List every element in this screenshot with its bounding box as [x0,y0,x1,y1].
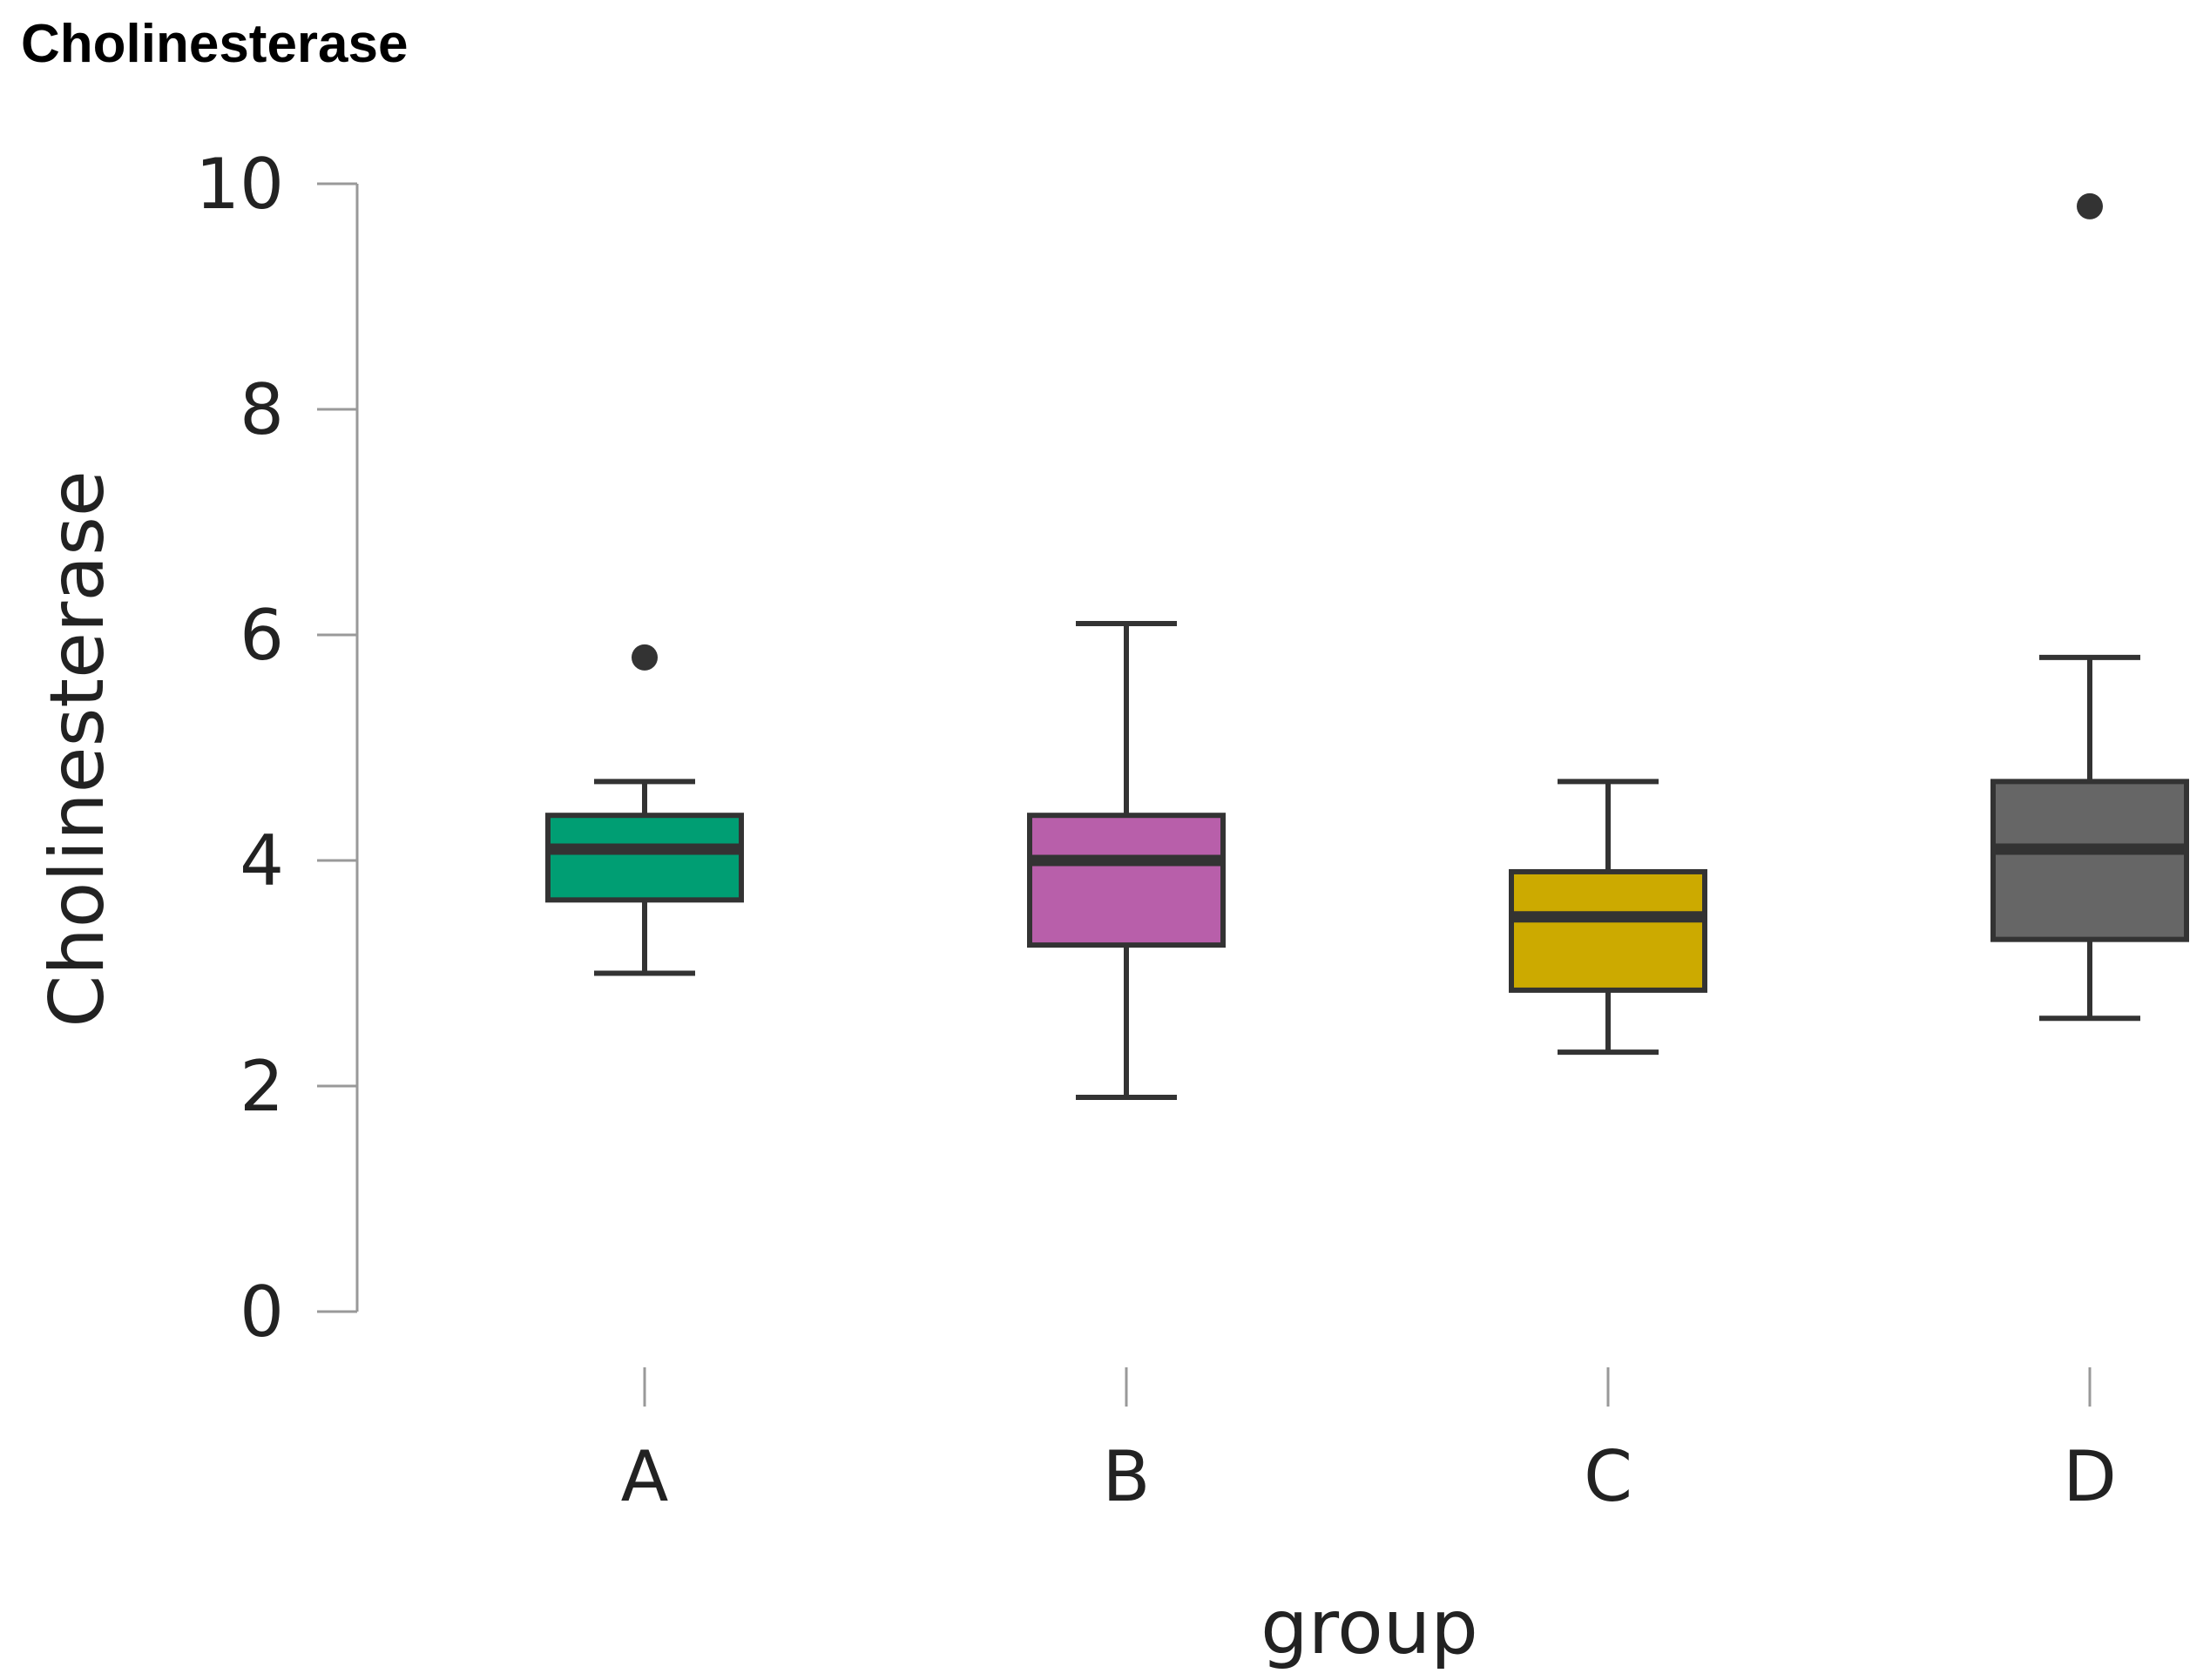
y-axis-title: Cholinesterase [34,470,121,1028]
x-tick-label: B [1103,1436,1151,1517]
y-tick-label: 10 [195,144,284,225]
box-C [1509,868,1707,993]
outlier-point [2077,192,2103,219]
x-axis: A B C D [621,1367,2117,1517]
page-title: Cholinesterase [21,14,409,74]
x-tick-label: C [1584,1436,1632,1517]
boxes [545,192,2189,1100]
y-tick-label: 8 [240,369,284,450]
x-tick-label: A [621,1436,669,1517]
box-B [1027,813,1226,948]
x-axis-title: group [1260,1584,1478,1671]
y-tick-label: 0 [240,1272,284,1353]
y-tick-label: 2 [240,1046,284,1127]
box-A [545,813,744,903]
y-axis: 0 2 4 6 8 10 [195,144,359,1353]
outlier-point [632,644,658,671]
y-tick-label: 6 [240,595,284,676]
y-tick-label: 4 [240,820,284,901]
box-D [1990,779,2189,942]
x-tick-label: D [2063,1436,2117,1517]
